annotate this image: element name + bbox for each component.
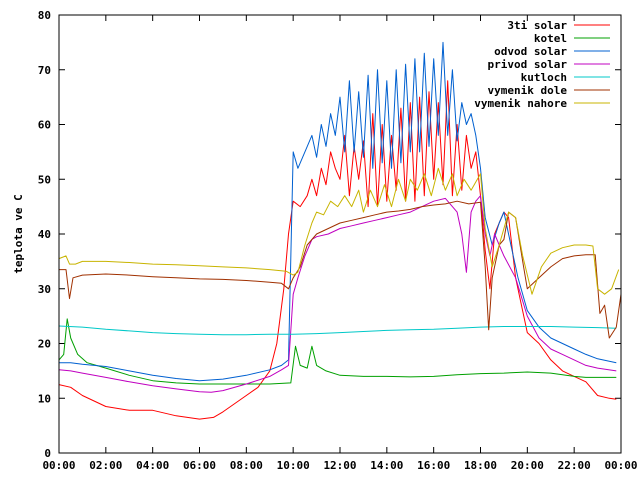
y-tick-label: 80 — [38, 9, 51, 22]
x-axis-ticks: 00:00 02:00 04:00 06:00 08:00 10:00 12:00 14:00… — [42, 15, 638, 472]
x-tick-label: 16:00 — [417, 459, 450, 472]
x-tick-label: 14:00 — [370, 459, 403, 472]
series-line-odvod-solar — [59, 41, 617, 382]
x-tick-label: 18:00 — [464, 459, 497, 472]
x-tick-label: 10:00 — [277, 459, 310, 472]
legend-label: vymenik dole — [488, 84, 568, 97]
x-tick-label: 00:00 — [604, 459, 637, 472]
series-line-3ti-solar — [58, 80, 617, 420]
y-tick-label: 10 — [38, 392, 51, 405]
y-axis-ticks: 0 10 20 30 40 50 60 70 80 — [38, 9, 621, 460]
x-tick-label: 02:00 — [89, 459, 122, 472]
legend-label: vymenik nahore — [474, 97, 567, 110]
legend-label: kotel — [534, 32, 567, 45]
y-tick-label: 50 — [38, 173, 51, 186]
y-tick-label: 70 — [38, 64, 51, 77]
series-line-kutloch — [58, 325, 617, 336]
series-line-vymenik-nahore — [58, 167, 620, 295]
series-line-kotel — [58, 318, 617, 385]
series-lines — [58, 41, 622, 420]
series-line-privod-solar — [58, 195, 617, 393]
x-tick-label: 06:00 — [183, 459, 216, 472]
y-tick-label: 0 — [44, 447, 51, 460]
legend-label: kutloch — [521, 71, 567, 84]
y-tick-label: 60 — [38, 119, 51, 132]
y-axis-title: teplota ve C — [12, 194, 25, 273]
x-tick-label: 04:00 — [136, 459, 169, 472]
series-line-vymenik-dole — [59, 200, 622, 339]
x-tick-label: 00:00 — [42, 459, 75, 472]
x-tick-label: 12:00 — [323, 459, 356, 472]
x-tick-label: 08:00 — [230, 459, 263, 472]
legend-label: privod solar — [488, 58, 568, 71]
y-tick-label: 20 — [38, 338, 51, 351]
x-tick-label: 22:00 — [558, 459, 591, 472]
y-tick-label: 30 — [38, 283, 51, 296]
y-tick-label: 40 — [38, 228, 51, 241]
legend-label: odvod solar — [494, 45, 567, 58]
x-tick-label: 20:00 — [511, 459, 544, 472]
plot-border — [58, 14, 622, 454]
legend-label: 3ti solar — [507, 19, 567, 32]
